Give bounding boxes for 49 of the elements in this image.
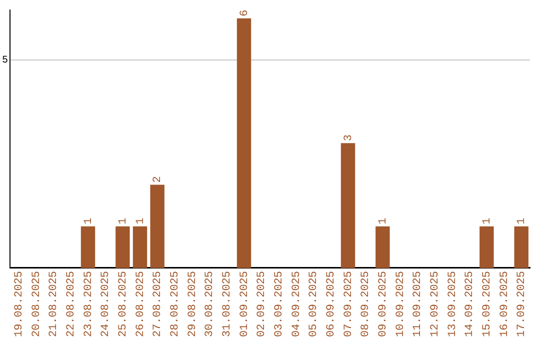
x-tick-label: 23.08.2025 xyxy=(82,270,95,338)
x-tick-label: 20.08.2025 xyxy=(30,270,43,338)
bar xyxy=(236,18,252,268)
x-tick-label: 13.09.2025 xyxy=(446,270,459,338)
x-tick-label: 05.09.2025 xyxy=(308,270,320,338)
x-tick-label: 08.09.2025 xyxy=(360,270,372,338)
data-label: 1 xyxy=(82,217,95,224)
bar xyxy=(80,226,96,268)
x-tick-label: 02.09.2025 xyxy=(256,270,268,338)
x-tick-label: 28.08.2025 xyxy=(170,270,182,338)
x-tick-label: 10.09.2025 xyxy=(394,270,407,338)
bar xyxy=(480,226,494,268)
data-label: 1 xyxy=(134,217,147,224)
x-tick-label: 12.09.2025 xyxy=(430,270,442,338)
bar xyxy=(340,143,356,268)
x-tick-label: 04.09.2025 xyxy=(290,270,303,338)
x-tick-label: 30.08.2025 xyxy=(204,270,216,338)
x-tick-label: 06.09.2025 xyxy=(326,270,338,338)
data-label: 2 xyxy=(152,176,164,183)
data-label: 1 xyxy=(378,217,390,224)
data-label: 1 xyxy=(482,217,494,224)
x-tick-label: 16.09.2025 xyxy=(498,270,511,338)
data-label: 1 xyxy=(516,217,528,224)
x-tick-label: 15.09.2025 xyxy=(482,270,494,338)
x-tick-label: 01.09.2025 xyxy=(238,270,251,338)
bar xyxy=(132,226,148,268)
data-label: 3 xyxy=(342,134,355,142)
x-tick-label: 27.08.2025 xyxy=(152,270,164,338)
x-tick-label: 24.08.2025 xyxy=(100,270,112,338)
x-tick-label: 25.08.2025 xyxy=(118,270,130,338)
x-tick-label: 19.08.2025 xyxy=(14,270,26,338)
bar xyxy=(150,184,164,268)
x-tick-label: 11.09.2025 xyxy=(412,270,424,338)
x-tick-label: 14.09.2025 xyxy=(464,270,476,338)
data-label: 6 xyxy=(238,10,251,16)
x-tick-label: 03.09.2025 xyxy=(274,270,286,338)
x-tick-label: 07.09.2025 xyxy=(342,270,355,338)
bar xyxy=(376,226,390,268)
bar xyxy=(514,226,528,268)
data-label: 1 xyxy=(118,217,130,224)
x-tick-label: 29.08.2025 xyxy=(186,270,199,338)
bar xyxy=(116,226,130,268)
x-tick-label: 17.09.2025 xyxy=(516,270,528,338)
x-tick-label: 26.08.2025 xyxy=(134,270,147,338)
x-tick-label: 09.09.2025 xyxy=(378,270,390,338)
x-tick-label: 31.08.2025 xyxy=(222,270,234,338)
x-tick-label: 22.08.2025 xyxy=(66,270,78,338)
y-tick-label: 5 xyxy=(2,56,8,67)
x-tick-label: 21.08.2025 xyxy=(48,270,60,338)
